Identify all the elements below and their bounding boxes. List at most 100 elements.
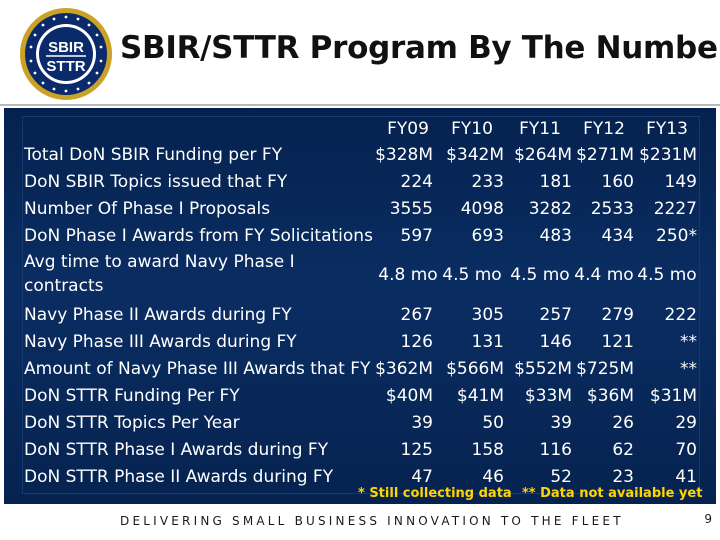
cell-fy09: 125 xyxy=(400,440,433,460)
row-label: DoN STTR Phase II Awards during FY xyxy=(24,467,334,487)
row-label: Navy Phase III Awards during FY xyxy=(24,332,297,352)
cell-fy09: 597 xyxy=(400,226,433,246)
column-header-fy11: FY11 xyxy=(519,119,561,139)
table-row: Amount of Navy Phase III Awards that FY $… xyxy=(24,356,704,382)
row-label: DoN STTR Topics Per Year xyxy=(24,413,240,433)
page-number: 9 xyxy=(704,512,712,526)
row-label: Amount of Navy Phase III Awards that FY xyxy=(24,359,371,379)
footer-tagline: DELIVERING SMALL BUSINESS INNOVATION TO … xyxy=(120,514,624,528)
cell-fy12: $36M xyxy=(586,386,634,406)
logo-text-sttr: STTR xyxy=(46,58,85,75)
cell-fy11: $552M xyxy=(514,359,572,379)
cell-fy09: $40M xyxy=(385,386,433,406)
cell-fy12: 2533 xyxy=(590,199,634,219)
cell-fy12: 279 xyxy=(601,305,634,325)
table-row: DoN STTR Funding Per FY $40M $41M $33M $36M $… xyxy=(24,383,704,409)
cell-fy09: 47 xyxy=(411,467,433,487)
slide-header: SBIR STTR SBIR/STTR Program By The Numbe… xyxy=(0,0,720,106)
column-header-fy13: FY13 xyxy=(646,119,688,139)
cell-fy13: 250* xyxy=(656,226,697,246)
cell-fy09: 39 xyxy=(411,413,433,433)
cell-fy09: $328M xyxy=(375,145,433,165)
cell-fy09: 267 xyxy=(400,305,433,325)
cell-fy11: 146 xyxy=(539,332,572,352)
table-row: Avg time to award Navy Phase I contracts… xyxy=(24,250,704,296)
cell-fy12: $271M xyxy=(576,145,634,165)
cell-fy13: 29 xyxy=(675,413,697,433)
row-label: Number Of Phase I Proposals xyxy=(24,199,271,219)
cell-fy10: $342M xyxy=(446,145,504,165)
cell-fy11: $264M xyxy=(514,145,572,165)
cell-fy09: 3555 xyxy=(389,199,433,219)
cell-fy13: 4.5 mo xyxy=(637,265,697,285)
cell-fy13: $231M xyxy=(639,145,697,165)
cell-fy13: 2227 xyxy=(653,199,697,219)
footnote-not-available: ** Data not available yet xyxy=(522,486,703,501)
cell-fy09: 224 xyxy=(400,172,433,192)
cell-fy09: 126 xyxy=(400,332,433,352)
table-row: Navy Phase III Awards during FY 126 131 146… xyxy=(24,329,704,355)
cell-fy11: $33M xyxy=(524,386,572,406)
slide-footer xyxy=(0,504,720,540)
cell-fy13: 41 xyxy=(675,467,697,487)
cell-fy10: $41M xyxy=(456,386,504,406)
cell-fy12: $725M xyxy=(576,359,634,379)
cell-fy12: 62 xyxy=(612,440,634,460)
page-title: SBIR/STTR Program By The Numbers xyxy=(120,30,720,66)
cell-fy12: 121 xyxy=(601,332,634,352)
cell-fy12: 434 xyxy=(601,226,634,246)
cell-fy11: 4.5 mo xyxy=(510,265,570,285)
data-panel xyxy=(4,108,716,504)
cell-fy11: 181 xyxy=(539,172,572,192)
column-header-fy09: FY09 xyxy=(387,119,429,139)
cell-fy12: 4.4 mo xyxy=(574,265,634,285)
row-label: DoN STTR Phase I Awards during FY xyxy=(24,440,329,460)
cell-fy11: 483 xyxy=(539,226,572,246)
column-header-fy10: FY10 xyxy=(451,119,493,139)
cell-fy10: 693 xyxy=(471,226,504,246)
table-frame xyxy=(22,116,700,494)
cell-fy13: ** xyxy=(680,332,697,352)
cell-fy13: $31M xyxy=(649,386,697,406)
row-label: DoN Phase I Awards from FY Solicitations xyxy=(24,226,373,246)
column-header-fy12: FY12 xyxy=(583,119,625,139)
cell-fy09: 4.8 mo xyxy=(378,265,438,285)
cell-fy13: 222 xyxy=(664,305,697,325)
table-row: Total DoN SBIR Funding per FY $328M $342M $… xyxy=(24,142,704,168)
table-row: Navy Phase II Awards during FY 267 305 257 2… xyxy=(24,302,704,328)
logo-text-sbir: SBIR xyxy=(48,39,84,56)
cell-fy13: 70 xyxy=(675,440,697,460)
table-row: Number Of Phase I Proposals 3555 4098 3282 2… xyxy=(24,196,704,222)
cell-fy10: 305 xyxy=(471,305,504,325)
cell-fy11: 39 xyxy=(550,413,572,433)
cell-fy10: 233 xyxy=(471,172,504,192)
table-row: DoN STTR Phase I Awards during FY 125 158 1… xyxy=(24,437,704,463)
cell-fy13: 149 xyxy=(664,172,697,192)
row-label: Avg time to award Navy Phase I contracts xyxy=(24,252,295,296)
cell-fy11: 52 xyxy=(550,467,572,487)
cell-fy12: 160 xyxy=(601,172,634,192)
row-label: DoN SBIR Topics issued that FY xyxy=(24,172,288,192)
cell-fy10: 4.5 mo xyxy=(442,265,502,285)
table-row: DoN SBIR Topics issued that FY 224 233 181 1… xyxy=(24,169,704,195)
table-row: DoN STTR Phase II Awards during FY 47 46 52… xyxy=(24,464,704,490)
cell-fy11: 116 xyxy=(539,440,572,460)
cell-fy10: 158 xyxy=(471,440,504,460)
footnote-still-collecting: * Still collecting data xyxy=(358,486,512,501)
cell-fy10: $566M xyxy=(446,359,504,379)
cell-fy10: 46 xyxy=(482,467,504,487)
cell-fy10: 4098 xyxy=(460,199,504,219)
row-label: Total DoN SBIR Funding per FY xyxy=(24,145,283,165)
table-row: DoN Phase I Awards from FY Solicitations… xyxy=(24,223,704,249)
cell-fy10: 131 xyxy=(471,332,504,352)
navy-seal-logo-icon: SBIR STTR xyxy=(18,6,114,102)
table-row: DoN STTR Topics Per Year 39 50 39 26 29 xyxy=(24,410,704,436)
cell-fy09: $362M xyxy=(375,359,433,379)
cell-fy11: 257 xyxy=(539,305,572,325)
cell-fy11: 3282 xyxy=(528,199,572,219)
cell-fy12: 23 xyxy=(612,467,634,487)
row-label: DoN STTR Funding Per FY xyxy=(24,386,240,406)
cell-fy13: ** xyxy=(680,359,697,379)
cell-fy10: 50 xyxy=(482,413,504,433)
